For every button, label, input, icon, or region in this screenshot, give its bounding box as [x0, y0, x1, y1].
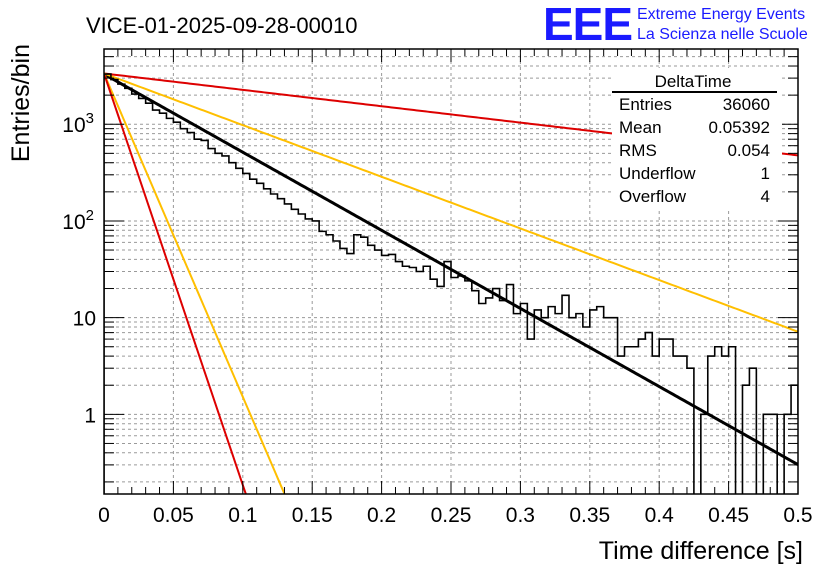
- stats-mean-value: 0.05392: [709, 118, 770, 137]
- x-tick-labels: 0 0.05 0.1 0.15 0.2 0.25 0.3 0.35 0.4 0.45 0.5: [98, 504, 812, 527]
- stats-rms-value: 0.054: [727, 141, 770, 160]
- stats-underflow-value: 1: [761, 164, 770, 183]
- y-tick-label: 102: [62, 207, 94, 234]
- chart-title: VICE-01-2025-09-28-00010: [86, 13, 358, 38]
- stats-overflow-value: 4: [761, 187, 770, 206]
- stats-box: DeltaTime Entries 36060 Mean 0.05392 RMS…: [612, 68, 782, 210]
- histogram-deltatime: [104, 73, 798, 494]
- series-red-fast: [104, 73, 247, 494]
- stats-entries-value: 36060: [723, 95, 770, 114]
- eee-logo-mark: EEE: [543, 0, 632, 50]
- stats-rms-label: RMS: [619, 141, 657, 160]
- x-tick-label: 0.35: [569, 504, 610, 527]
- x-tick-label: 0: [98, 504, 110, 527]
- logo-line-2: La Scienza nelle Scuole: [637, 26, 808, 43]
- y-tick-label: 1: [84, 404, 96, 427]
- x-tick-label: 0.15: [292, 504, 333, 527]
- x-axis-label: Time difference [s]: [599, 537, 803, 565]
- x-tick-label: 0.1: [228, 504, 257, 527]
- x-tick-label: 0.4: [645, 504, 675, 527]
- stats-mean-label: Mean: [619, 118, 662, 137]
- x-tick-label: 0.5: [783, 504, 812, 527]
- x-tick-label: 0.25: [431, 504, 472, 527]
- y-tick-label: 10: [73, 308, 96, 331]
- axis-ticks: [103, 48, 799, 494]
- series-orange-slow: [104, 72, 798, 333]
- logo-line-1: Extreme Energy Events: [637, 6, 805, 23]
- x-tick-label: 0.2: [367, 504, 396, 527]
- y-tick-labels: 1 10 102 103: [62, 110, 96, 427]
- stats-underflow-label: Underflow: [619, 164, 696, 183]
- x-tick-label: 0.3: [506, 504, 535, 527]
- x-tick-label: 0.05: [153, 504, 194, 527]
- x-tick-label: 0.45: [708, 504, 749, 527]
- stats-box-title: DeltaTime: [655, 72, 732, 91]
- y-tick-label: 103: [62, 110, 94, 137]
- series-orange-fast: [104, 73, 286, 494]
- stats-entries-label: Entries: [619, 95, 672, 114]
- y-axis-label: Entries/bin: [7, 44, 35, 162]
- stats-overflow-label: Overflow: [619, 187, 687, 206]
